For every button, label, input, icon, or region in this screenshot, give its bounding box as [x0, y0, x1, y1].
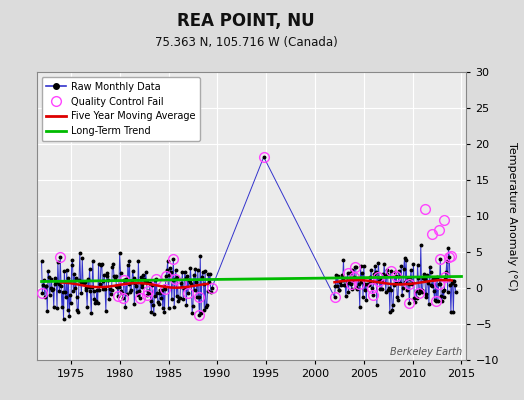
Text: Berkeley Earth: Berkeley Earth: [390, 347, 462, 357]
Text: REA POINT, NU: REA POINT, NU: [178, 12, 315, 30]
Text: 75.363 N, 105.716 W (Canada): 75.363 N, 105.716 W (Canada): [155, 36, 337, 49]
Y-axis label: Temperature Anomaly (°C): Temperature Anomaly (°C): [507, 142, 517, 290]
Legend: Raw Monthly Data, Quality Control Fail, Five Year Moving Average, Long-Term Tren: Raw Monthly Data, Quality Control Fail, …: [41, 77, 200, 141]
